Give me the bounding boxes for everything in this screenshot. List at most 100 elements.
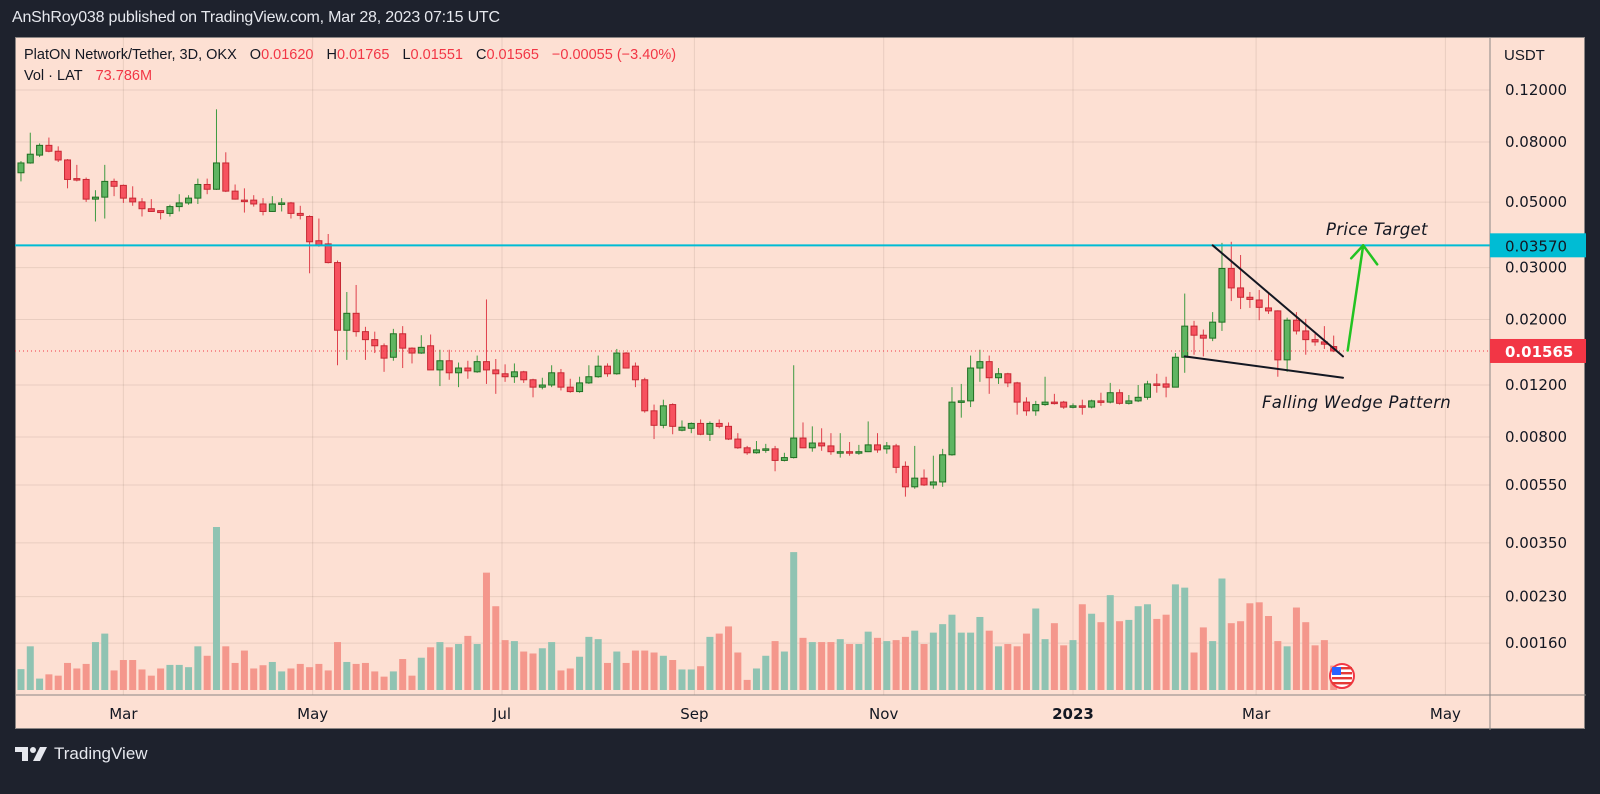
volume-bar: [976, 616, 984, 690]
candle-body: [641, 379, 649, 412]
candle: [566, 378, 574, 393]
volume-bar: [1320, 640, 1328, 690]
volume-bar: [91, 642, 99, 690]
volume-bar: [408, 675, 416, 690]
candle-body: [967, 367, 975, 402]
candle: [259, 198, 267, 216]
volume-bar: [1013, 646, 1021, 690]
candle-body: [1302, 330, 1310, 341]
candle-body: [45, 144, 53, 152]
volume-bar: [734, 652, 742, 690]
candle-body: [1171, 356, 1179, 388]
candle-body: [389, 333, 397, 358]
candle-body: [1143, 383, 1151, 398]
volume-bar: [324, 670, 332, 690]
candle: [1088, 399, 1096, 409]
volume-bar: [846, 644, 854, 690]
candle: [622, 352, 630, 369]
time-tick-label: Sep: [680, 705, 708, 723]
candle-body: [203, 183, 211, 190]
candle: [101, 164, 109, 219]
volume-bar: [985, 630, 993, 690]
volume-bar: [417, 657, 425, 690]
wedge-lower-trendline: [1183, 355, 1344, 379]
volume-bar: [212, 527, 220, 690]
volume-label[interactable]: Vol · LAT: [24, 68, 83, 84]
volume-bar: [1004, 644, 1012, 690]
volume-bar: [436, 642, 444, 690]
volume-bar: [278, 671, 286, 690]
candle: [520, 370, 528, 383]
volume-bar: [110, 670, 118, 690]
candle: [799, 422, 807, 449]
candle: [855, 444, 863, 455]
candle: [1181, 293, 1189, 373]
time-tick-label: May: [1430, 705, 1461, 723]
volume-bar: [697, 666, 705, 690]
brand-name: TradingView: [54, 744, 148, 763]
candle: [1032, 400, 1040, 416]
candle-body: [91, 196, 99, 200]
candle-body: [324, 243, 332, 264]
flag-stripe: [1332, 672, 1352, 675]
candle-body: [678, 426, 686, 431]
candle-body: [287, 202, 295, 214]
candle-body: [129, 197, 137, 203]
candle: [408, 347, 416, 364]
candle-body: [613, 352, 621, 375]
candle: [1246, 291, 1254, 308]
candle: [1050, 393, 1058, 405]
candle-body: [119, 184, 127, 199]
candle-body: [1274, 310, 1282, 361]
volume-bar: [939, 624, 947, 690]
volume-bar: [743, 679, 751, 690]
candle-body: [399, 333, 407, 349]
candle: [1274, 310, 1282, 377]
close-label: C: [475, 47, 487, 63]
candle-body: [1116, 392, 1124, 404]
time-tick-label: Mar: [1242, 705, 1271, 723]
volume-bar: [892, 640, 900, 690]
candle-body: [222, 162, 230, 192]
price-target-label[interactable]: Price Target: [1326, 220, 1428, 239]
candle-body: [752, 449, 760, 454]
volume-bar: [762, 655, 770, 690]
candle: [1022, 397, 1030, 416]
candle: [1106, 382, 1114, 404]
candle-body: [278, 202, 286, 205]
candle-body: [1311, 339, 1319, 343]
volume-bar: [203, 655, 211, 690]
high-value: 0.01765: [337, 47, 390, 63]
candle-body: [771, 448, 779, 461]
candle: [911, 445, 919, 489]
candle-body: [1162, 383, 1170, 388]
candle-body: [510, 371, 518, 378]
volume-bar: [119, 660, 127, 690]
candle: [501, 364, 509, 382]
volume-bar: [911, 630, 919, 690]
volume-bar: [1283, 646, 1291, 690]
candle: [26, 132, 34, 164]
candle-body: [1106, 392, 1114, 403]
candle: [538, 377, 546, 390]
volume-bar: [678, 669, 686, 690]
candle: [948, 387, 956, 456]
falling-wedge-label[interactable]: Falling Wedge Pattern: [1262, 393, 1452, 412]
volume-bar: [1097, 622, 1105, 690]
volume-bar: [445, 647, 453, 690]
chart-panel[interactable]: [15, 37, 1585, 729]
volume-bar: [129, 660, 137, 690]
symbol-title[interactable]: PlatON Network/Tether, 3D, OKX: [24, 47, 237, 63]
gridlines: [15, 37, 1490, 695]
volume-bar: [650, 652, 658, 690]
candle-body: [82, 178, 90, 200]
candle: [324, 233, 332, 264]
volume-bar: [45, 674, 53, 690]
candle: [473, 355, 481, 373]
volume-bar: [1302, 622, 1310, 690]
candle: [315, 218, 323, 247]
candle: [929, 455, 937, 489]
candle-body: [604, 365, 611, 375]
volume-bar: [1255, 602, 1263, 690]
